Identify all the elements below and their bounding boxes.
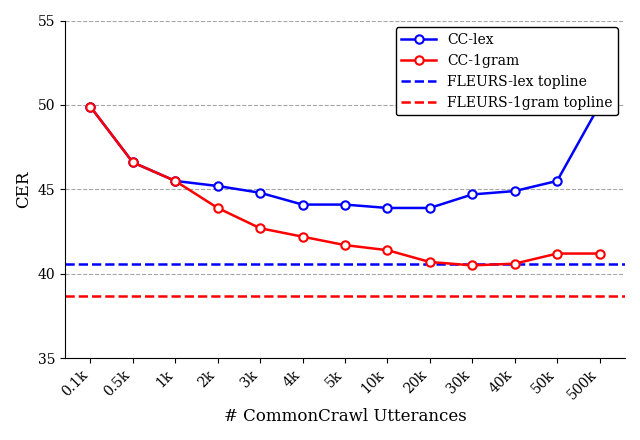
CC-lex [86, 104, 94, 109]
CC-lex [256, 190, 264, 195]
CC-lex [553, 178, 561, 183]
CC-lex [341, 202, 349, 207]
CC-1gram [596, 251, 604, 256]
FLEURS-1gram topline [86, 293, 94, 298]
CC-1gram [299, 234, 307, 239]
Legend: CC-lex, CC-1gram, FLEURS-lex topline, FLEURS-1gram topline: CC-lex, CC-1gram, FLEURS-lex topline, FL… [396, 27, 618, 115]
CC-1gram [341, 242, 349, 248]
CC-1gram [426, 259, 434, 264]
Line: CC-1gram: CC-1gram [86, 103, 604, 270]
CC-lex [129, 160, 136, 165]
FLEURS-1gram topline [129, 293, 136, 298]
CC-lex [299, 202, 307, 207]
CC-1gram [214, 205, 221, 211]
CC-1gram [553, 251, 561, 256]
CC-lex [426, 205, 434, 211]
CC-1gram [172, 178, 179, 183]
X-axis label: # CommonCrawl Utterances: # CommonCrawl Utterances [223, 408, 467, 425]
FLEURS-lex topline [129, 261, 136, 266]
CC-1gram [468, 263, 476, 268]
CC-lex [468, 192, 476, 197]
CC-lex [596, 102, 604, 107]
CC-lex [172, 178, 179, 183]
CC-lex [383, 205, 391, 211]
CC-1gram [129, 160, 136, 165]
Line: CC-lex: CC-lex [86, 101, 604, 212]
CC-1gram [383, 248, 391, 253]
Y-axis label: CER: CER [15, 171, 32, 208]
CC-1gram [511, 261, 518, 266]
FLEURS-lex topline [86, 261, 94, 266]
CC-1gram [86, 104, 94, 109]
CC-lex [214, 183, 221, 189]
CC-lex [511, 188, 518, 194]
CC-1gram [256, 226, 264, 231]
